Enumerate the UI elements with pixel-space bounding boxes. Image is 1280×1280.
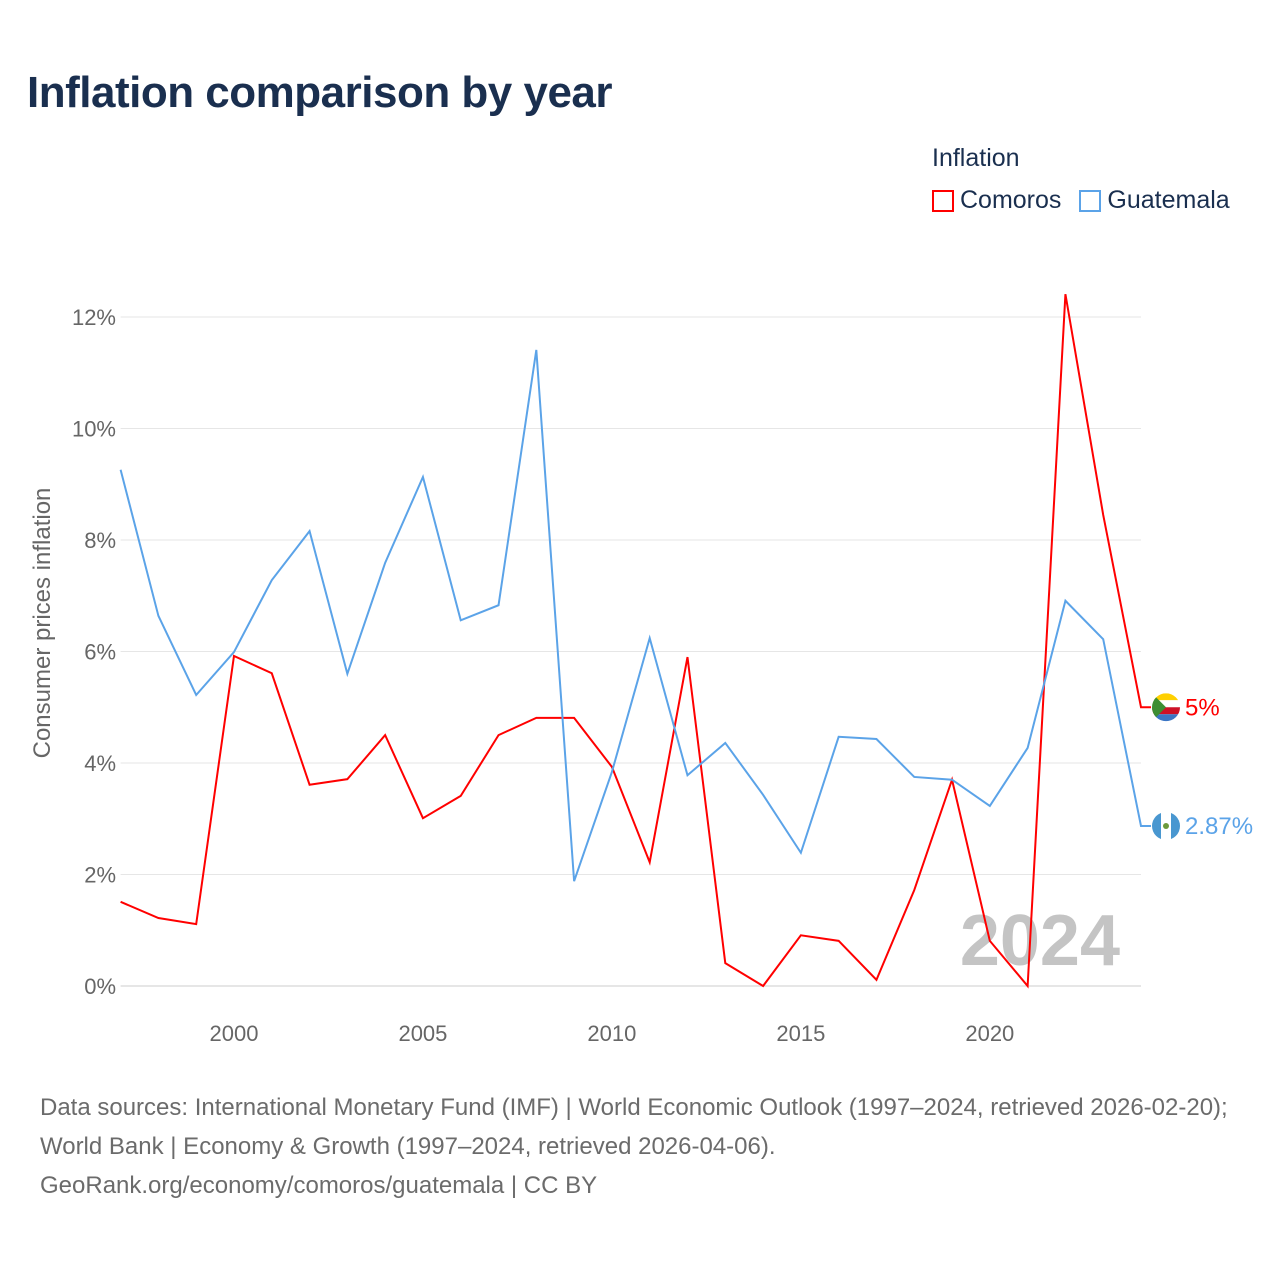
y-axis-label: Consumer prices inflation bbox=[29, 488, 56, 759]
chart-title: Inflation comparison by year bbox=[27, 68, 613, 117]
legend: Comoros Guatemala bbox=[932, 186, 1230, 215]
y-tick-label: 2% bbox=[84, 863, 116, 888]
y-tick-label: 8% bbox=[84, 528, 116, 553]
x-tick-label: 2000 bbox=[210, 1021, 259, 1046]
x-tick-label: 2005 bbox=[398, 1021, 447, 1046]
legend-swatch-comoros bbox=[932, 189, 954, 212]
footer: Data sources: International Monetary Fun… bbox=[40, 1088, 1250, 1205]
credit-link[interactable]: GeoRank.org/economy/comoros/guatemala | … bbox=[40, 1172, 598, 1199]
y-tick-label: 6% bbox=[84, 640, 116, 665]
year-watermark: 2024 bbox=[960, 901, 1120, 981]
x-tick-label: 2015 bbox=[776, 1021, 825, 1046]
legend-title: Inflation bbox=[932, 144, 1020, 172]
data-sources: Data sources: International Monetary Fun… bbox=[40, 1094, 1228, 1160]
y-tick-label: 12% bbox=[72, 305, 116, 330]
comoros-flag-icon bbox=[1152, 693, 1180, 722]
legend-label: Comoros bbox=[960, 186, 1062, 214]
legend-label: Guatemala bbox=[1107, 186, 1230, 214]
end-value-label: 5% bbox=[1185, 694, 1220, 721]
y-tick-label: 10% bbox=[72, 417, 116, 442]
x-tick-label: 2010 bbox=[587, 1021, 636, 1046]
y-tick-label: 0% bbox=[84, 974, 116, 999]
legend-swatch-guatemala bbox=[1079, 189, 1102, 212]
series-line-comoros bbox=[120, 293, 1151, 989]
y-tick-label: 4% bbox=[84, 751, 116, 776]
series-line-guatemala bbox=[119, 349, 1151, 882]
end-value-label: 2.87% bbox=[1185, 813, 1253, 840]
legend-item-guatemala[interactable]: Guatemala bbox=[1079, 186, 1230, 215]
x-tick-label: 2020 bbox=[965, 1021, 1014, 1046]
guatemala-flag-icon bbox=[1152, 811, 1180, 840]
legend-item-comoros[interactable]: Comoros bbox=[932, 186, 1061, 215]
